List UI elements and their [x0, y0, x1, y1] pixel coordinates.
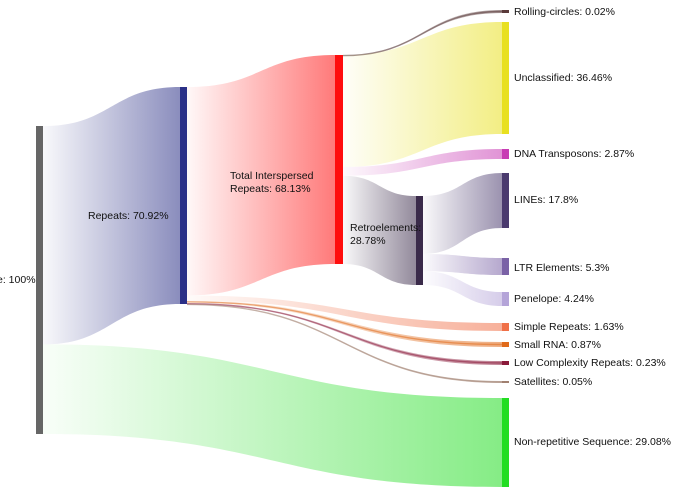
link-retro-to-ltr: [423, 253, 502, 275]
node-lines: [502, 173, 509, 228]
node-interspersed: [335, 55, 343, 264]
label-genome: e: 100%: [0, 274, 36, 286]
link-genome-to-repeats: [43, 87, 180, 345]
label-rolling: Rolling-circles: 0.02%: [514, 6, 615, 18]
label-ltr: LTR Elements: 5.3%: [514, 262, 610, 274]
link-interspersed-to-retro: [343, 175, 416, 285]
node-unclassified: [502, 22, 509, 134]
label-simple: Simple Repeats: 1.63%: [514, 321, 624, 333]
node-rolling: [502, 10, 509, 13]
label-satellites: Satellites: 0.05%: [514, 376, 593, 388]
node-penelope: [502, 292, 509, 306]
node-genome: [36, 126, 43, 434]
node-simple: [502, 323, 509, 331]
node-repeats: [180, 87, 187, 304]
link-interspersed-to-unclassified: [343, 22, 502, 167]
label-dna: DNA Transposons: 2.87%: [514, 148, 635, 160]
node-nonrep: [502, 398, 509, 487]
link-line-repeats-to-smallrna: [186, 301, 503, 346]
label-nonrep: Non-repetitive Sequence: 29.08%: [514, 436, 672, 448]
link-line-repeats-to-satellites: [186, 303, 503, 383]
link-retro-to-penelope: [423, 271, 502, 306]
label-lines: LINEs: 17.8%: [514, 194, 579, 206]
label-repeats: Repeats: 70.92%: [88, 210, 169, 222]
label-lowcomplex: Low Complexity Repeats: 0.23%: [514, 357, 666, 369]
label-smallrna: Small RNA: 0.87%: [514, 339, 601, 351]
label-penelope: Penelope: 4.24%: [514, 293, 594, 305]
link-interspersed-to-dna: [343, 149, 502, 176]
node-retro: [416, 196, 423, 285]
node-lowcomplex: [502, 361, 509, 365]
label-retroelements: Retroelements: 28.78%: [350, 222, 422, 247]
link-genome-to-nonrep: [43, 344, 502, 487]
node-ltr: [502, 258, 509, 275]
link-repeats-to-simple: [187, 295, 502, 331]
label-unclassified: Unclassified: 36.46%: [514, 72, 613, 84]
label-interspersed: Total Interspersed Repeats: 68.13%: [230, 170, 314, 195]
link-repeats-to-interspersed: [187, 55, 335, 296]
node-dna: [502, 149, 509, 159]
node-smallrna: [502, 342, 509, 347]
link-retro-to-lines: [423, 173, 502, 254]
sankey-nodes: [36, 10, 509, 487]
node-satellites: [502, 381, 509, 383]
link-line-repeats-to-lowcomplex: [186, 303, 503, 364]
sankey-links: [43, 10, 503, 487]
